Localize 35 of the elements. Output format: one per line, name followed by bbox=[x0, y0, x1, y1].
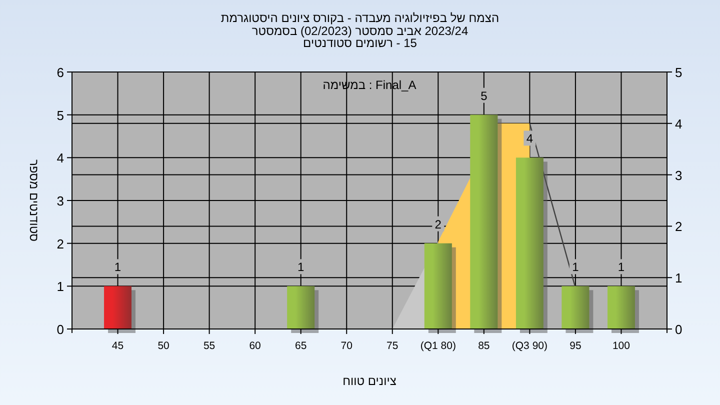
y2-tick-label: 1 bbox=[675, 270, 682, 286]
y2-tick-label: 2 bbox=[675, 219, 682, 234]
x-tick-label: 95 bbox=[570, 340, 582, 352]
data-label: 4 bbox=[526, 132, 534, 146]
x-tick-label: 60 bbox=[249, 340, 262, 352]
y2-tick-label: 4 bbox=[675, 116, 682, 132]
y2-tick-label: 5 bbox=[675, 65, 682, 80]
y-tick-label: 6 bbox=[56, 65, 64, 80]
y-tick-label: 0 bbox=[56, 322, 64, 337]
x-tick-label: (Q3 90) bbox=[512, 340, 548, 352]
y-tick-label: 4 bbox=[56, 150, 64, 166]
x-tick-label: 85 bbox=[478, 340, 490, 352]
data-label: 2 bbox=[434, 217, 442, 232]
data-label: 5 bbox=[480, 88, 488, 103]
y-tick-label: 2 bbox=[56, 236, 64, 252]
x-tick-label: 55 bbox=[203, 340, 216, 352]
x-tick-label: 70 bbox=[340, 340, 353, 352]
data-label: 1 bbox=[298, 260, 304, 274]
y-tick-label: 3 bbox=[56, 194, 64, 208]
y2-tick-label: 3 bbox=[675, 168, 682, 183]
data-label: 1 bbox=[618, 260, 625, 274]
y-tick-label: 1 bbox=[56, 279, 64, 294]
data-label: 1 bbox=[114, 260, 122, 274]
x-tick-label: (Q1 80) bbox=[420, 340, 456, 352]
x-tick-label: 65 bbox=[295, 340, 307, 352]
data-label: 1 bbox=[572, 260, 580, 274]
y-axis-title: מספר סטודנטים bbox=[27, 159, 41, 242]
x-tick-label: 50 bbox=[158, 340, 170, 352]
y2-tick-label: 0 bbox=[675, 322, 682, 337]
x-tick-label: 100 bbox=[612, 340, 630, 352]
x-tick-label: 75 bbox=[386, 340, 398, 352]
chart-title: היסטוגרמת ציונים בקורס - מעבדה בפיזיולוגיה של הצמח bbox=[220, 11, 500, 25]
x-tick-label: 45 bbox=[112, 340, 124, 352]
y-tick-label: 5 bbox=[56, 108, 64, 123]
x-axis-title: טווח ציונים bbox=[342, 374, 397, 388]
